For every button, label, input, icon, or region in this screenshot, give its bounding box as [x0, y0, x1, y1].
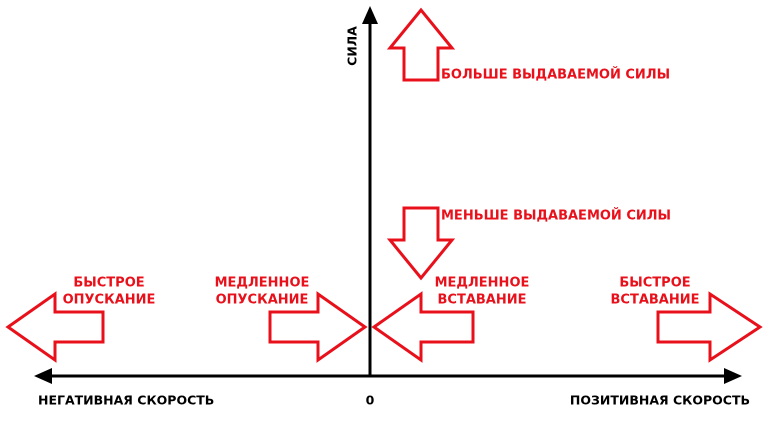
y-axis-arrowhead — [362, 6, 378, 24]
right-arrow — [268, 291, 368, 363]
right-arrow — [656, 291, 763, 363]
x-axis-arrowhead-right — [724, 368, 742, 384]
speed-label: МЕДЛЕННОЕ — [215, 276, 310, 291]
speed-label: ВСТАВАНИЕ — [438, 293, 527, 308]
x-positive-label: ПОЗИТИВНАЯ СКОРОСТЬ — [570, 393, 750, 408]
x-axis-arrowhead-left — [34, 368, 52, 384]
speed-label: ОПУСКАНИЕ — [63, 293, 156, 308]
y-axis-label: СИЛА — [345, 26, 360, 66]
up-arrow — [386, 7, 456, 82]
speed-label: БЫСТРОЕ — [619, 276, 690, 291]
speed-label: ВСТАВАНИЕ — [611, 293, 700, 308]
origin-label: 0 — [366, 393, 375, 408]
force-label: МЕНЬШЕ ВЫДАВАЕМОЙ СИЛЫ — [441, 208, 671, 224]
speed-label: МЕДЛЕННОЕ — [435, 276, 530, 291]
down-arrow — [386, 206, 456, 281]
left-arrow — [371, 291, 475, 363]
speed-label: ОПУСКАНИЕ — [216, 293, 309, 308]
x-negative-label: НЕГАТИВНАЯ СКОРОСТЬ — [38, 393, 214, 408]
left-arrow — [5, 291, 105, 363]
force-label: БОЛЬШЕ ВЫДАВАЕМОЙ СИЛЫ — [441, 67, 670, 83]
speed-label: БЫСТРОЕ — [73, 276, 144, 291]
